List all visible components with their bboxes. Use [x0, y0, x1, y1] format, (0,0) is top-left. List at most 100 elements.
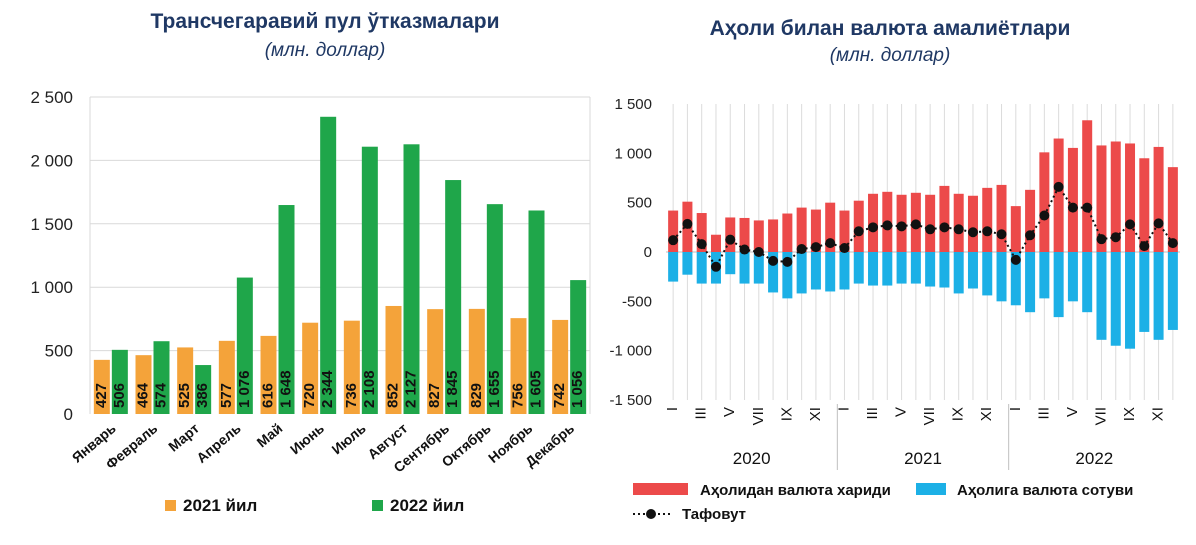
legend-2022-label: 2022 йил [390, 496, 464, 515]
bar-purchase [1125, 143, 1136, 252]
bar-value-label: 2 108 [361, 370, 378, 408]
bar-value-label: 525 [176, 383, 193, 408]
bar-purchase [953, 193, 964, 252]
bar-2022 [278, 205, 295, 414]
legend-purchase-label: Аҳолидан валюта хариди [700, 482, 891, 499]
month-tick-label: I [1007, 407, 1024, 411]
bar-sale [982, 252, 993, 296]
legend-sale-label: Аҳолига валюта сотуви [957, 482, 1133, 499]
bar-purchase [1139, 158, 1150, 252]
difference-point [1167, 238, 1178, 249]
y-tick-label: -1 500 [609, 392, 652, 409]
difference-point [1096, 234, 1107, 245]
bar-purchase [982, 187, 993, 252]
chart2-title: Аҳоли билан валюта амалиётлари [709, 17, 1071, 40]
bar-purchase [925, 194, 936, 252]
bar-purchase [753, 220, 764, 252]
bar-purchase [1053, 138, 1064, 252]
bar-purchase [796, 207, 807, 252]
bar-2021 [427, 309, 444, 414]
bar-purchase [1082, 120, 1093, 252]
bar-sale [782, 252, 793, 299]
bar-2022 [445, 180, 462, 414]
bar-purchase [739, 217, 750, 252]
bar-sale [853, 252, 864, 284]
bar-purchase [1096, 145, 1107, 252]
bar-sale [1153, 252, 1164, 340]
difference-point [668, 235, 679, 246]
bar-2021 [343, 320, 360, 414]
bar-2022 [195, 365, 212, 414]
bar-sale [1167, 252, 1178, 330]
bar-value-label: 736 [343, 383, 360, 408]
bar-sale [753, 252, 764, 284]
bar-sale [1110, 252, 1121, 346]
y-tick-label: -500 [622, 293, 652, 310]
bar-sale [1025, 252, 1036, 313]
difference-point [1125, 219, 1136, 230]
bar-sale [768, 252, 779, 293]
bar-2021 [468, 308, 485, 414]
chart1-title: Трансчегаравий пул ўтказмалари [150, 10, 500, 33]
legend-purchase-swatch [633, 483, 688, 495]
difference-point [725, 234, 736, 245]
legend-2021-swatch [165, 500, 176, 511]
bar-purchase [710, 234, 721, 252]
bar-value-label: 1 605 [527, 370, 544, 408]
difference-point [825, 238, 836, 249]
difference-point [853, 226, 864, 237]
bar-sale [953, 252, 964, 294]
legend-difference-marker [646, 509, 656, 519]
bar-sale [1010, 252, 1021, 306]
difference-point [939, 222, 950, 233]
bar-sale [696, 252, 707, 284]
year-label: 2022 [1075, 449, 1113, 468]
bar-2021 [552, 319, 569, 414]
bar-purchase [1167, 167, 1178, 252]
bar-2022 [320, 116, 337, 415]
bar-value-label: 1 655 [486, 370, 503, 408]
difference-point [782, 256, 793, 267]
x-tick-label: Июль [328, 420, 369, 458]
x-tick-label: Май [254, 420, 286, 450]
bar-sale [682, 252, 693, 275]
difference-point [1082, 202, 1093, 213]
bar-value-label: 574 [152, 382, 169, 408]
bar-sale [1067, 252, 1078, 302]
bar-sale [896, 252, 907, 284]
bar-sale [1053, 252, 1064, 318]
bar-value-label: 577 [218, 383, 235, 408]
bar-value-label: 756 [509, 383, 526, 408]
bar-value-label: 616 [259, 383, 276, 408]
difference-point [868, 222, 879, 233]
bar-purchase [825, 202, 836, 252]
bar-value-label: 506 [111, 383, 128, 408]
difference-point [1010, 254, 1021, 265]
bar-purchase [1067, 147, 1078, 252]
month-tick-label: I [835, 407, 852, 411]
month-tick-label: III [864, 407, 881, 420]
difference-point [967, 227, 978, 238]
difference-point [1067, 202, 1078, 213]
difference-point [882, 220, 893, 231]
difference-point [982, 226, 993, 237]
legend-sale-swatch [916, 483, 946, 495]
bar-purchase [1153, 146, 1164, 252]
bar-purchase [768, 219, 779, 252]
y-tick-label: 2 500 [30, 88, 73, 107]
difference-point [696, 239, 707, 250]
difference-point [739, 244, 750, 255]
bar-sale [939, 252, 950, 288]
bar-2021 [218, 340, 235, 414]
bar-sale [796, 252, 807, 294]
bar-purchase [810, 209, 821, 252]
difference-point [1039, 210, 1050, 221]
month-tick-label: VII [1092, 407, 1109, 425]
x-tick-label: Июнь [287, 420, 328, 458]
bar-sale [996, 252, 1007, 302]
difference-point [896, 221, 907, 232]
bar-value-label: 827 [426, 383, 443, 408]
bar-2021 [385, 305, 402, 414]
